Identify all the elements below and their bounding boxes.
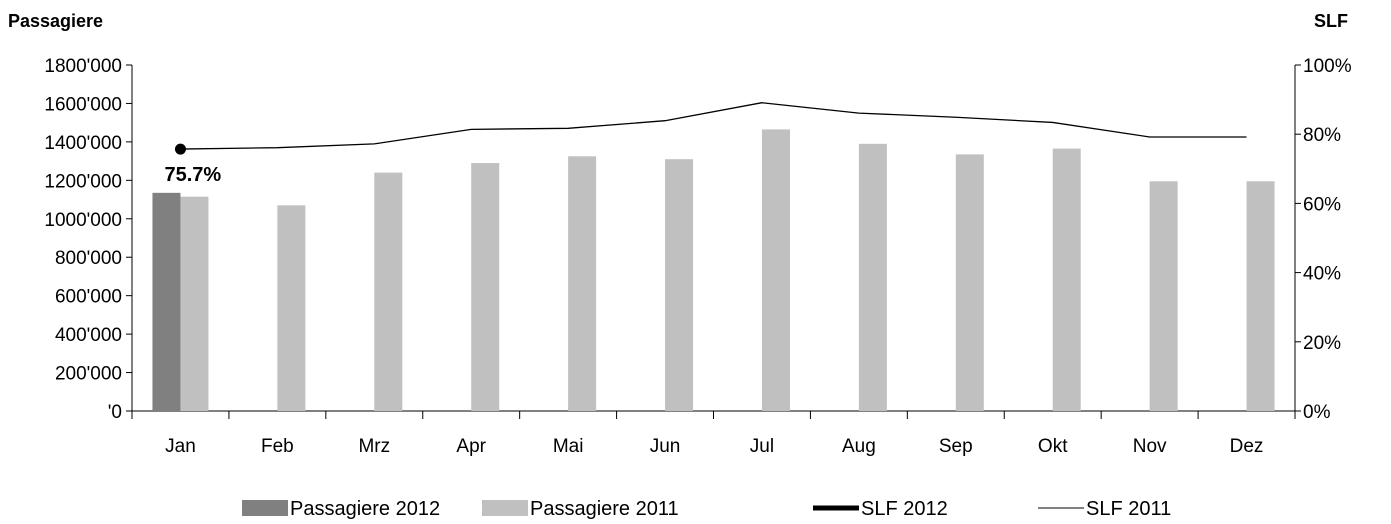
x-tick-label: Mrz (358, 436, 390, 457)
bar-passagiere-2011 (955, 154, 984, 411)
y-left-tick-label: 1200'000 (44, 171, 122, 192)
y-right-tick-label: 60% (1303, 194, 1341, 215)
x-tick-label: Jul (750, 436, 774, 457)
y-left-tick-label: 1000'000 (44, 210, 122, 231)
y-left-tick-label: 1400'000 (44, 133, 122, 154)
lines (174, 102, 1247, 155)
x-tick-label: Mai (553, 436, 584, 457)
y-right-tick-label: 100% (1303, 56, 1352, 77)
legend-swatch (482, 500, 528, 516)
y-left-tick-label: 800'000 (55, 248, 122, 269)
bar-passagiere-2012 (152, 192, 181, 411)
bar-passagiere-2011 (761, 129, 790, 411)
legend-label: SLF 2011 (1086, 498, 1171, 520)
bar-passagiere-2011 (471, 163, 500, 411)
x-tick-label: Okt (1038, 436, 1068, 457)
labels: 75.7% (164, 164, 221, 186)
bar-passagiere-2011 (277, 205, 306, 411)
y-right-tick-label: 20% (1303, 333, 1341, 354)
y-left-tick-label: '0 (108, 402, 122, 423)
y-left-tick-label: 200'000 (55, 364, 122, 385)
legend-label: Passagiere 2012 (290, 498, 440, 520)
line-slf-2011 (180, 102, 1247, 150)
data-label: 75.7% (164, 164, 221, 186)
x-tick-label: Nov (1133, 436, 1167, 457)
bar-passagiere-2011 (858, 143, 887, 412)
bar-passagiere-2011 (180, 196, 209, 411)
x-tick-label: Feb (261, 436, 294, 457)
x-tick-label: Apr (456, 436, 486, 457)
legend: Passagiere 2012 Passagiere 2011 SLF 2012 SL… (242, 498, 1171, 520)
legend-label: Passagiere 2011 (530, 498, 679, 520)
y-left-tick-label: 600'000 (55, 287, 122, 308)
bar-passagiere-2011 (1052, 148, 1081, 411)
x-tick-label: Sep (939, 436, 973, 457)
y-right-tick-label: 80% (1303, 125, 1341, 146)
bar-passagiere-2011 (374, 172, 403, 411)
legend-label: SLF 2012 (861, 498, 948, 520)
x-tick-label: Dez (1230, 436, 1264, 457)
bar-passagiere-2011 (1246, 181, 1275, 411)
y-right-tick-label: 0% (1303, 402, 1331, 423)
legend-swatch (242, 500, 288, 516)
bar-passagiere-2011 (568, 156, 597, 411)
y-right-tick-label: 40% (1303, 264, 1341, 285)
x-tick-label: Jan (165, 436, 196, 457)
y-left-tick-label: 1800'000 (44, 56, 122, 77)
bar-passagiere-2011 (665, 159, 694, 411)
x-tick-label: Jun (650, 436, 681, 457)
x-tick-label: Aug (842, 436, 876, 457)
bar-passagiere-2011 (1149, 181, 1178, 411)
bars (152, 129, 1275, 412)
y-left-tick-label: 1600'000 (44, 94, 122, 115)
y-left-tick-label: 400'000 (55, 325, 122, 346)
y-right-axis-title: SLF (1314, 11, 1348, 31)
y-left-axis-title: Passagiere (8, 11, 103, 31)
axes: '0 200'000 400'000 600'000 800'000 1000'000 12… (44, 56, 1351, 457)
